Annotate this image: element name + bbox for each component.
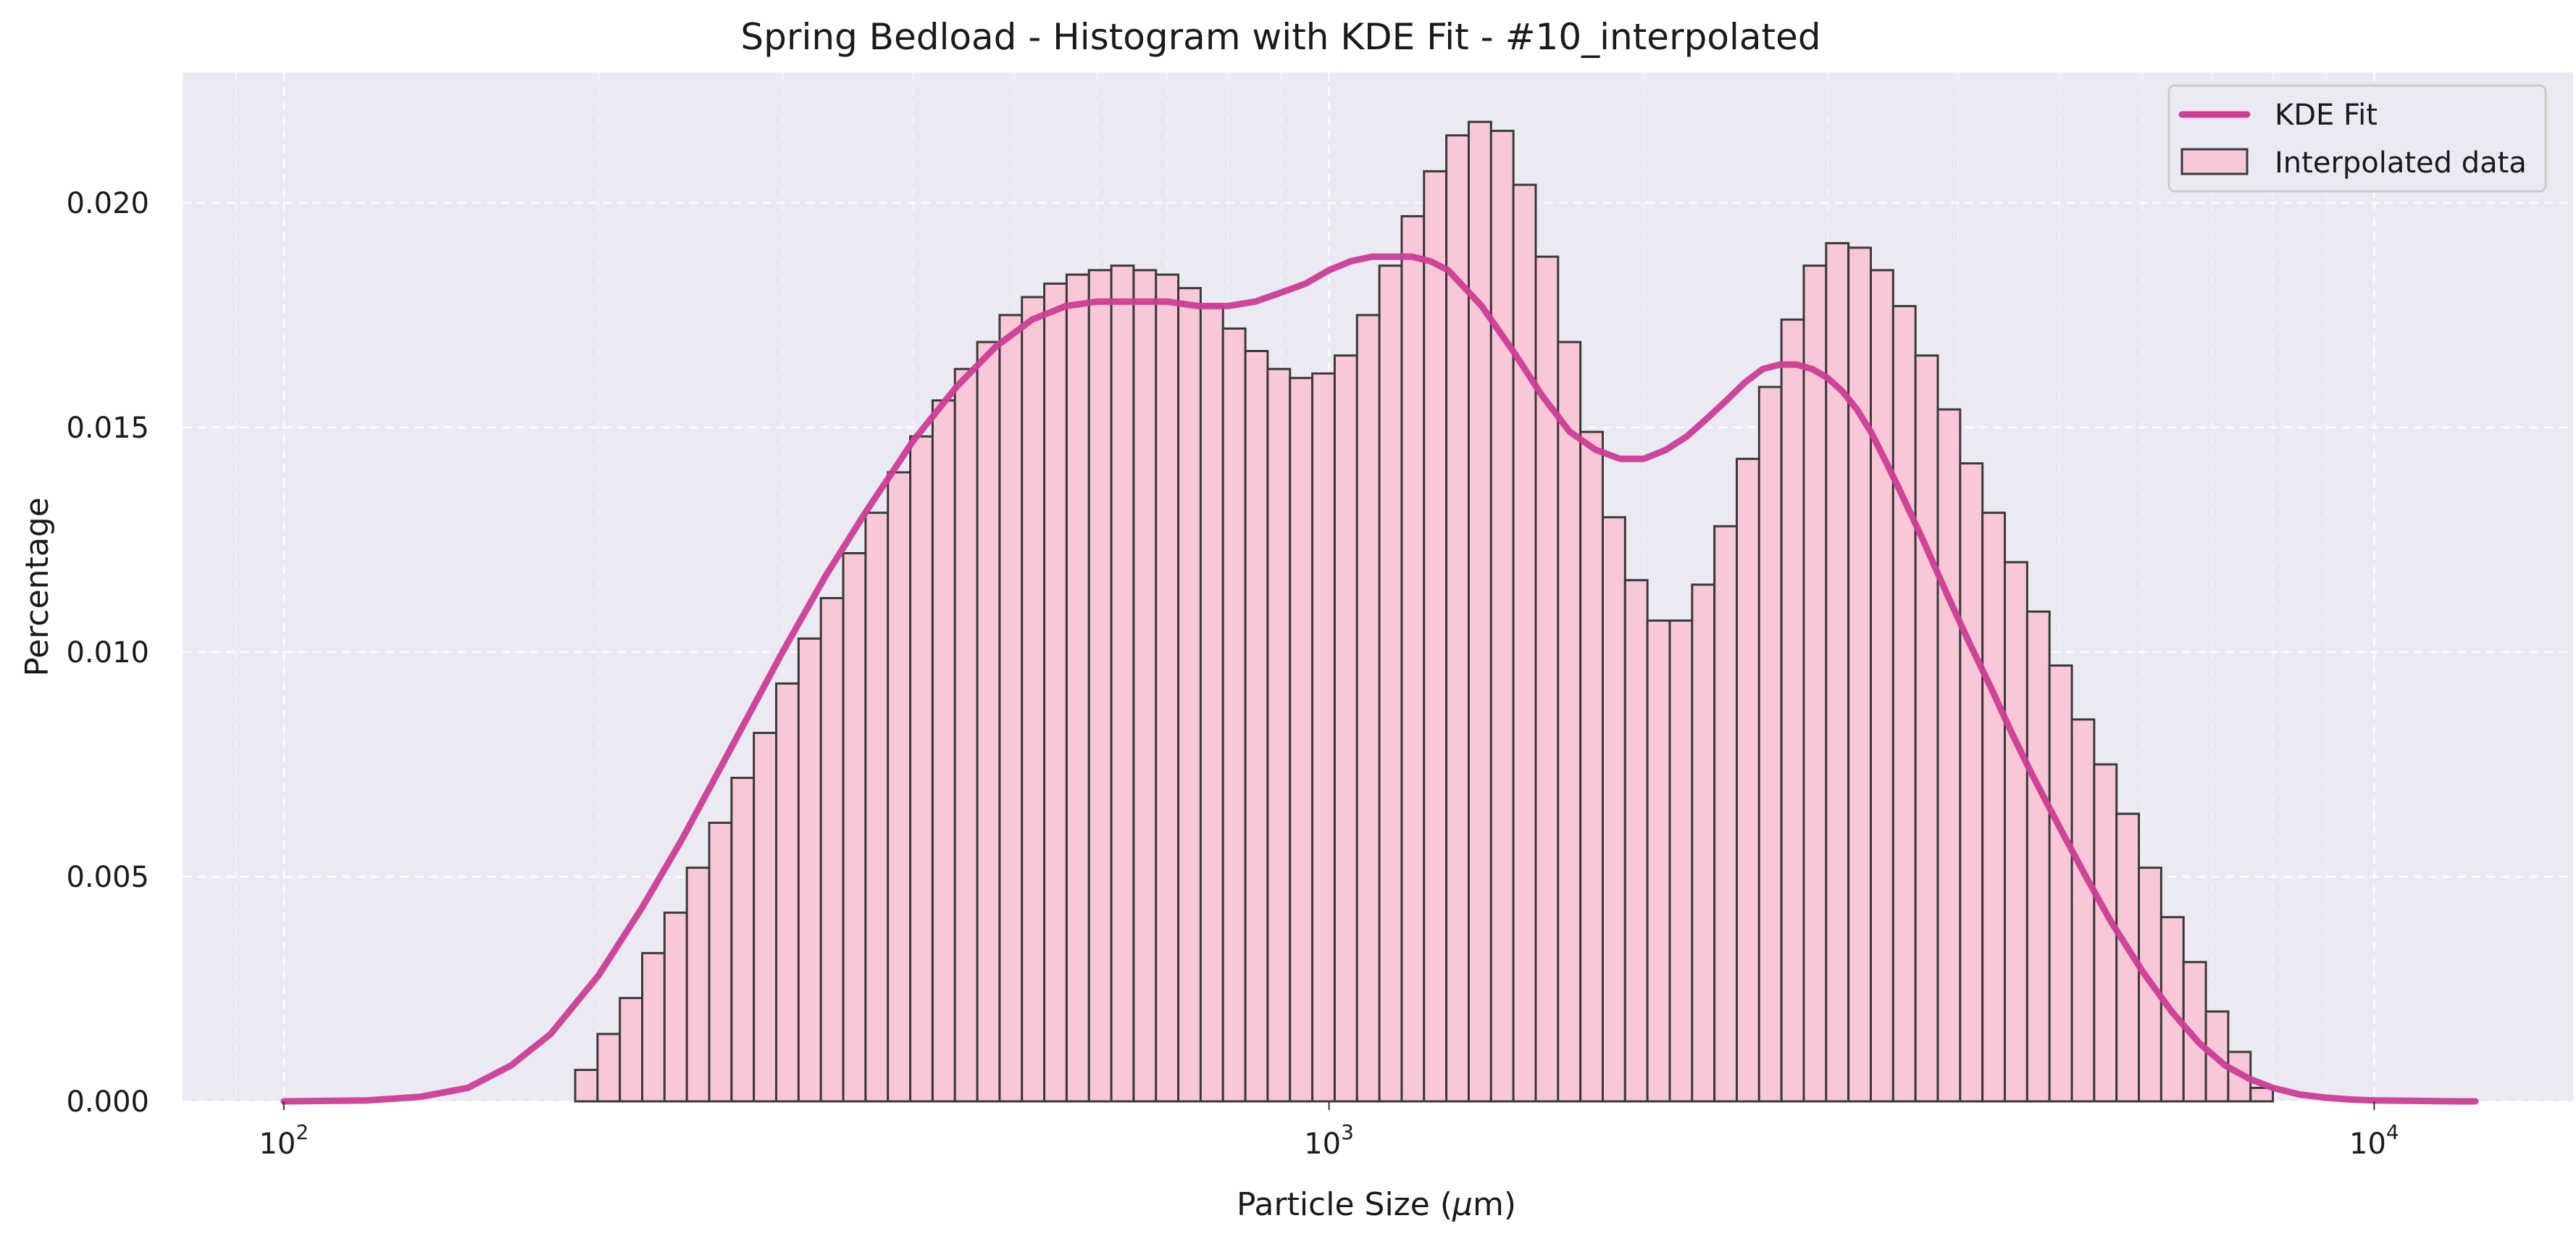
histogram-bar xyxy=(1311,372,1336,1103)
y-axis-ticks: 0.000 0.005 0.010 0.015 0.020 xyxy=(66,187,149,1119)
x-tick-label: 104 xyxy=(2349,1120,2399,1161)
histogram-bar xyxy=(663,912,688,1103)
histogram-bar xyxy=(931,399,956,1103)
histogram-bar xyxy=(1333,354,1358,1103)
histogram-bar xyxy=(1825,242,1850,1103)
histogram-bar xyxy=(2249,1086,2275,1103)
histogram-bar xyxy=(1266,367,1292,1103)
histogram-bar xyxy=(1713,525,1738,1103)
histogram-bar xyxy=(1891,304,1917,1103)
histogram-bar xyxy=(976,341,1001,1103)
histogram-bar xyxy=(1065,273,1090,1103)
y-tick-label: 0.010 xyxy=(66,636,149,670)
histogram-bar xyxy=(1646,620,1671,1103)
x-tick-label: 102 xyxy=(259,1120,309,1161)
legend-histogram-swatch xyxy=(2180,148,2249,175)
histogram-bar xyxy=(1534,255,1560,1103)
histogram-bar xyxy=(797,637,822,1103)
histogram-bar xyxy=(708,822,733,1103)
legend-box xyxy=(2167,84,2547,193)
kde-fit-line xyxy=(280,253,2479,1105)
histogram-bar xyxy=(1199,304,1224,1103)
histogram-bar xyxy=(775,682,800,1103)
histogram-bar xyxy=(1177,287,1202,1103)
x-axis-ticks: 102 103 104 xyxy=(259,1101,2399,1161)
x-axis-label: Particle Size (μm) xyxy=(1237,1186,1516,1223)
histogram-bar xyxy=(1021,296,1046,1103)
histogram-bar xyxy=(1668,620,1694,1103)
histogram-bar xyxy=(1355,314,1381,1103)
legend-kde-label: KDE Fit xyxy=(2275,99,2378,132)
histogram-bar xyxy=(1400,214,1426,1103)
y-axis-label: Percentage xyxy=(19,497,56,677)
histogram-bar xyxy=(998,314,1024,1103)
chart-title: Spring Bedload - Histogram with KDE Fit … xyxy=(740,16,1820,58)
legend: KDE Fit Interpolated data xyxy=(2167,84,2547,193)
y-tick-label: 0.015 xyxy=(66,412,149,445)
histogram-bar xyxy=(1780,318,1805,1103)
histogram-bar xyxy=(1601,516,1626,1103)
histogram-bar xyxy=(1087,269,1113,1103)
histogram-bar xyxy=(1155,273,1180,1103)
histogram-bar xyxy=(1579,430,1604,1103)
histogram-bar xyxy=(1981,512,2007,1103)
histogram-bar xyxy=(1936,408,1962,1103)
histogram-bar xyxy=(1557,341,1582,1103)
y-tick-label: 0.005 xyxy=(66,861,149,894)
x-tick-label: 103 xyxy=(1304,1120,1354,1161)
histogram-bar xyxy=(2004,561,2028,1103)
histogram-bar xyxy=(864,512,890,1103)
histogram-bar xyxy=(1959,462,1984,1103)
histogram-bar xyxy=(1691,583,1716,1103)
histogram-bar xyxy=(641,951,666,1103)
histogram-bar xyxy=(1289,377,1314,1103)
histogram-bars xyxy=(574,120,2275,1103)
histogram-bar xyxy=(1802,264,1828,1103)
histogram-bar xyxy=(1132,269,1158,1103)
histogram-bar xyxy=(2048,664,2073,1103)
legend-histogram-label: Interpolated data xyxy=(2275,146,2527,180)
histogram-bar xyxy=(1870,269,1894,1103)
histogram-bar xyxy=(1445,134,1470,1103)
histogram-bar xyxy=(1221,327,1247,1103)
histogram-bar xyxy=(953,367,979,1103)
histogram-bar xyxy=(1110,264,1135,1103)
histogram-bar xyxy=(842,551,867,1103)
histogram-bar xyxy=(574,1069,599,1103)
histogram-bar xyxy=(753,732,778,1103)
histogram-bar xyxy=(596,1033,622,1103)
histogram-bar xyxy=(685,867,711,1103)
histogram-bar xyxy=(2093,763,2118,1103)
histogram-bar xyxy=(2025,610,2051,1103)
histogram-bar xyxy=(909,435,934,1103)
y-tick-label: 0.000 xyxy=(66,1085,149,1119)
histogram-bar xyxy=(1512,183,1537,1103)
histogram-bar xyxy=(2070,718,2096,1103)
histogram-bar xyxy=(619,996,644,1103)
histogram-bar xyxy=(1623,579,1649,1103)
histogram-bar xyxy=(887,471,912,1103)
histogram-bar xyxy=(1847,246,1873,1103)
histogram-bar xyxy=(730,777,756,1103)
histogram-bar xyxy=(1914,354,1939,1103)
histogram-bar xyxy=(819,597,845,1103)
histogram-bar xyxy=(1043,282,1068,1103)
y-tick-label: 0.020 xyxy=(66,187,149,220)
histogram-bar xyxy=(1489,130,1515,1103)
histogram-bar xyxy=(1378,264,1403,1103)
histogram-bar xyxy=(1467,120,1492,1103)
histogram-bar xyxy=(1423,170,1448,1103)
histogram-bar xyxy=(1244,349,1269,1103)
histogram-bar xyxy=(1757,385,1783,1103)
histogram-bar xyxy=(1735,457,1760,1103)
